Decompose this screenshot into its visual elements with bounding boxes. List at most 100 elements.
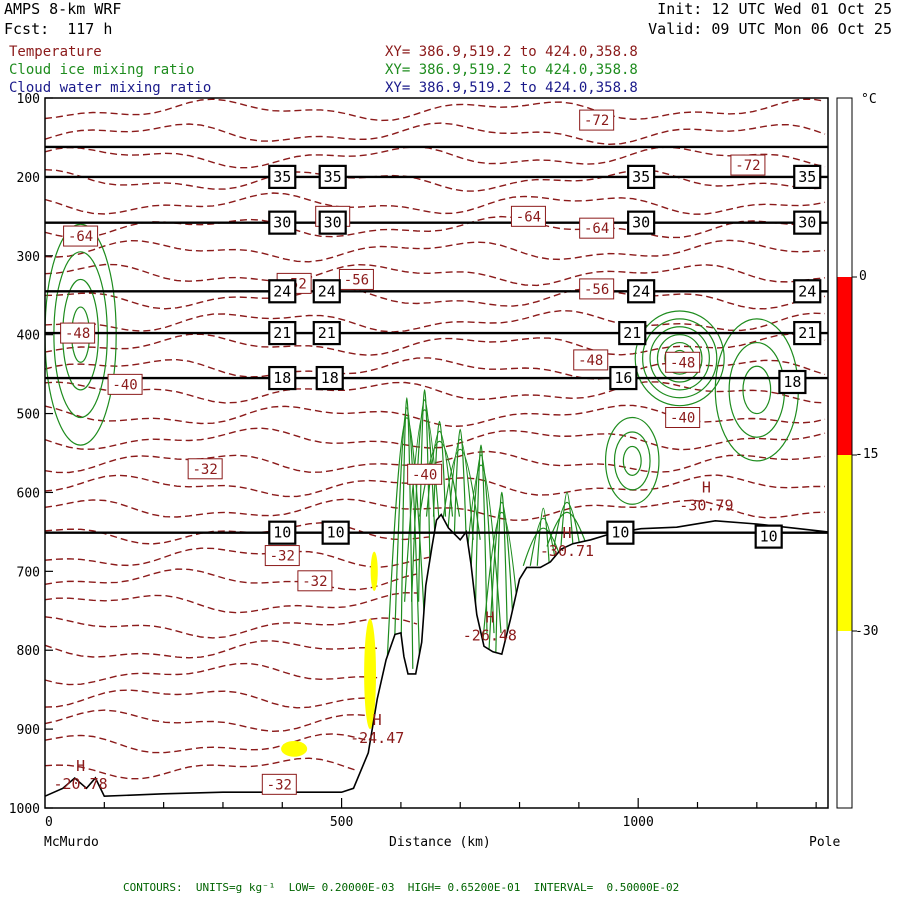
cloud-ice-contour (411, 399, 439, 602)
cloud-water-shade (370, 551, 378, 592)
cloud-ice-contour (622, 445, 642, 476)
isoline-label-box (793, 279, 822, 304)
temperature-label: -64 (68, 229, 93, 245)
isoline-label: 30 (632, 214, 650, 232)
y-tick-label: 600 (17, 486, 40, 501)
temperature-contour (44, 381, 826, 404)
cloud-ice-contour (649, 326, 710, 391)
temperature-label-box (107, 373, 143, 395)
right-endpoint-label: Pole (809, 835, 841, 850)
isoline-label-box (312, 279, 341, 304)
isoline-label-box (793, 210, 822, 235)
high-value: -30.79 (679, 496, 733, 514)
model-title: AMPS 8-km WRF (4, 0, 122, 18)
isoline-label: 16 (614, 369, 632, 387)
isoline-label: 24 (798, 282, 816, 300)
temperature-label-box (60, 322, 96, 344)
isoline-label: 21 (273, 324, 291, 342)
colorbar-unit: °C (861, 92, 877, 107)
x-tick-label: 500 (330, 815, 353, 830)
isoline-label: 18 (273, 369, 291, 387)
temperature-label: -32 (193, 462, 218, 478)
temperature-label-box (261, 773, 297, 795)
temperature-label: -72 (584, 113, 609, 129)
high-value: -30.71 (540, 542, 594, 560)
x-axis-label: Distance (km) (389, 835, 491, 850)
y-tick-label: 1000 (9, 802, 40, 817)
cloud-ice-contour (536, 507, 550, 566)
init-time: Init: 12 UTC Wed 01 Oct 25 (657, 0, 892, 18)
temperature-label-box (573, 349, 609, 371)
temperature-label: -56 (344, 272, 369, 288)
temperature-label: -40 (670, 411, 695, 427)
cloud-water-shading (281, 551, 378, 757)
isoline-label: 35 (798, 168, 816, 186)
isoline-label: 24 (632, 282, 650, 300)
temperature-contour (44, 616, 418, 639)
cloud-ice-contour (467, 454, 495, 634)
temperature-label: -64 (516, 209, 541, 225)
temperature-label: -40 (412, 467, 437, 483)
contour-info-footer: CONTOURS: UNITS=g kg⁻¹ LOW= 0.20000E-03 … (123, 881, 680, 894)
temperature-contour (44, 733, 370, 754)
temperature-contour (44, 689, 370, 709)
cloud-ice-contour (728, 341, 786, 438)
cloud-ice-contour (642, 318, 718, 399)
isoline-label: 24 (318, 282, 336, 300)
y-tick-label: 400 (17, 329, 40, 344)
cloud-ice-contour (404, 409, 446, 602)
temperature-contour (44, 146, 826, 169)
colorbar-tick-15: -15 (855, 447, 879, 462)
temperature-contour (44, 640, 382, 659)
isoline-label-box (268, 279, 297, 304)
temperature-label: -48 (578, 353, 603, 369)
cloud-ice-contours (44, 223, 799, 669)
y-tick-label: 500 (17, 408, 40, 423)
temperature-label-box (579, 278, 615, 300)
colorbar-band (837, 631, 852, 808)
temperature-label: -32 (267, 777, 292, 793)
field-xy-cloud-water: XY= 386.9,519.2 to 424.0,358.8 (385, 80, 638, 96)
high-marker: H (562, 524, 571, 542)
isoline-label-box (754, 524, 783, 549)
cloud-ice-contour (481, 511, 523, 655)
colorbar-tick-0: 0 (859, 269, 867, 284)
cloud-ice-contour (553, 501, 581, 547)
isoline-label-box (606, 520, 635, 545)
field-label-cloud-water: Cloud water mixing ratio (9, 80, 212, 96)
temperature-label-box (665, 351, 701, 373)
isoline-label: 30 (798, 214, 816, 232)
temperature-label-box (579, 217, 615, 239)
temperature-label-box (665, 407, 701, 428)
temperature-label-box (297, 570, 333, 592)
surface-high-labels: H-20.78H-24.47H-26.48H-30.71H-30.79 (53, 478, 733, 792)
isoline-label: 18 (783, 373, 801, 391)
isoline-label-box (627, 164, 656, 189)
temperature-label: -32 (270, 549, 295, 565)
temperature-label-box (510, 205, 546, 227)
isoline-label-box (312, 320, 341, 346)
field-xy-temperature: XY= 386.9,519.2 to 424.0,358.8 (385, 44, 638, 60)
field-xy-cloud-ice: XY= 386.9,519.2 to 424.0,358.8 (385, 62, 638, 78)
isoline-label-box (268, 164, 297, 189)
temperature-label: -32 (302, 574, 327, 590)
isoline-label-box (609, 365, 638, 391)
y-tick-label: 300 (17, 250, 40, 265)
y-tick-label: 900 (17, 723, 40, 738)
cloud-ice-contour (446, 438, 474, 540)
temperature-contour (44, 122, 826, 146)
isoline-label-box (318, 210, 347, 235)
cloud-ice-contour (53, 251, 108, 419)
temperature-contour (44, 286, 826, 310)
cloud-ice-contour (634, 310, 725, 407)
isoline-label-box (627, 279, 656, 304)
high-marker: H (485, 609, 494, 627)
forecast-hour: Fcst: 117 h (4, 20, 113, 38)
isoline-label-box (268, 520, 297, 545)
temperature-contour (44, 450, 826, 474)
x-tick-label: 0 (45, 815, 53, 830)
terrain-fill (45, 514, 828, 808)
isoline-label: 10 (273, 524, 291, 542)
cloud-ice-contour (488, 501, 516, 655)
isoline-label: 24 (273, 282, 291, 300)
